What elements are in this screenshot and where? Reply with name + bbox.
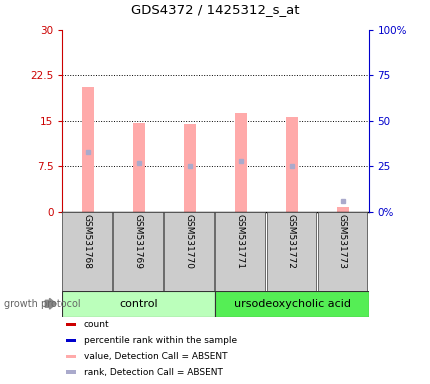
Text: count: count [84, 320, 109, 329]
Bar [183, 124, 196, 212]
Text: value, Detection Call = ABSENT: value, Detection Call = ABSENT [84, 352, 227, 361]
FancyBboxPatch shape [215, 291, 368, 317]
FancyBboxPatch shape [113, 212, 163, 291]
Bar [65, 339, 76, 342]
FancyBboxPatch shape [317, 212, 367, 291]
Bar [65, 371, 76, 374]
Text: GSM531770: GSM531770 [184, 214, 194, 269]
Text: GSM531773: GSM531773 [337, 214, 346, 269]
Bar [285, 116, 298, 212]
Text: ursodeoxycholic acid: ursodeoxycholic acid [233, 299, 350, 309]
Text: control: control [120, 299, 158, 309]
Text: rank, Detection Call = ABSENT: rank, Detection Call = ABSENT [84, 368, 222, 377]
Text: GSM531771: GSM531771 [236, 214, 244, 269]
Bar [65, 355, 76, 358]
FancyBboxPatch shape [266, 212, 316, 291]
FancyBboxPatch shape [164, 212, 214, 291]
Text: growth protocol: growth protocol [4, 299, 81, 309]
Text: GSM531768: GSM531768 [83, 214, 92, 269]
FancyBboxPatch shape [215, 212, 265, 291]
Bar [81, 87, 94, 212]
Bar [336, 207, 349, 212]
Bar [234, 113, 247, 212]
Text: percentile rank within the sample: percentile rank within the sample [84, 336, 236, 345]
Text: GSM531772: GSM531772 [286, 214, 295, 269]
Bar [132, 122, 145, 212]
Bar [65, 323, 76, 326]
FancyBboxPatch shape [62, 291, 215, 317]
FancyBboxPatch shape [62, 212, 112, 291]
Text: GSM531769: GSM531769 [134, 214, 143, 269]
Text: GDS4372 / 1425312_s_at: GDS4372 / 1425312_s_at [131, 3, 299, 16]
